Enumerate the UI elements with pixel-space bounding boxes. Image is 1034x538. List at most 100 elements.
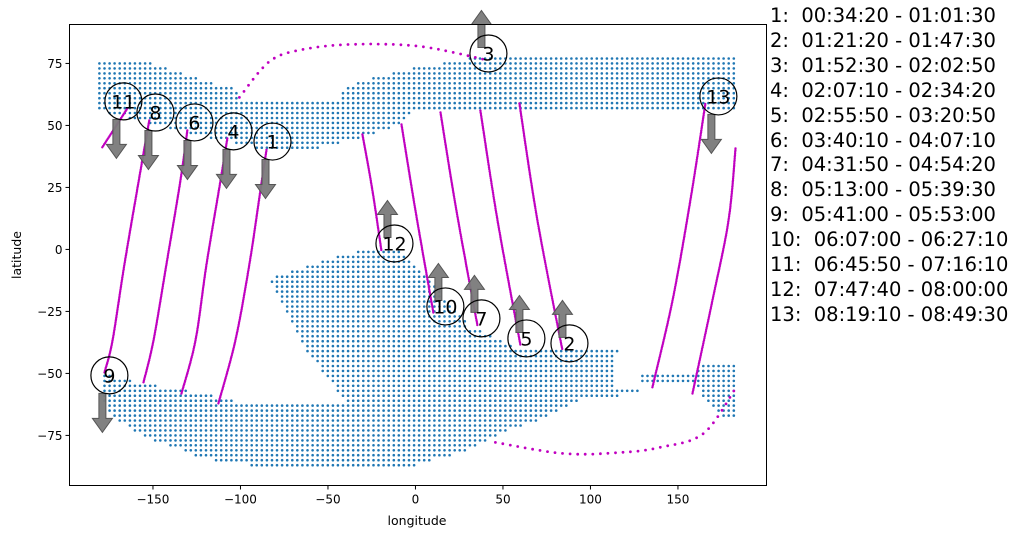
grid-point: [133, 106, 137, 110]
grid-point: [362, 344, 365, 348]
grid-point: [722, 389, 725, 393]
grid-point: [311, 404, 314, 407]
grid-point: [488, 364, 492, 368]
grid-point: [417, 280, 421, 284]
grid-point: [397, 270, 401, 274]
grid-point: [727, 364, 730, 368]
grid-point: [377, 285, 380, 288]
grid-point: [260, 141, 264, 145]
grid-point: [255, 458, 258, 462]
grid-point: [483, 419, 487, 422]
grid-point: [219, 453, 223, 457]
grid-point: [433, 364, 436, 368]
grid-point: [270, 409, 274, 412]
grid-point: [605, 349, 609, 353]
grid-point: [346, 414, 350, 417]
grid-point: [412, 384, 416, 388]
grid-point: [422, 334, 426, 338]
grid-point: [570, 62, 573, 65]
grid-point: [301, 330, 304, 333]
grid-point: [285, 141, 289, 145]
grid-point: [402, 399, 406, 403]
grid-point: [519, 419, 522, 422]
grid-point: [438, 364, 441, 368]
grid-point: [331, 260, 335, 264]
grid-point: [554, 384, 558, 388]
grid-point: [549, 86, 553, 90]
grid-point: [407, 91, 411, 95]
grid-point: [362, 444, 365, 447]
grid-point: [356, 310, 360, 313]
grid-point: [351, 101, 355, 105]
grid-point: [504, 77, 507, 80]
grid-point: [336, 270, 340, 274]
grid-point: [291, 146, 294, 149]
track-point: [446, 156, 449, 159]
track-point: [542, 252, 545, 255]
grid-point: [230, 434, 233, 437]
grid-point: [514, 91, 517, 95]
grid-point: [280, 404, 284, 407]
grid-point: [199, 439, 203, 442]
grid-point: [301, 404, 304, 407]
grid-point: [412, 305, 416, 308]
grid-point: [194, 82, 198, 85]
grid-point: [209, 136, 213, 140]
grid-point: [351, 96, 355, 100]
grid-point: [270, 463, 274, 467]
grid-point: [240, 449, 243, 452]
track-point: [186, 129, 189, 132]
grid-point: [204, 116, 208, 120]
grid-point: [351, 121, 355, 125]
grid-point: [499, 106, 502, 110]
grid-point: [397, 364, 401, 368]
grid-point: [311, 290, 314, 293]
grid-point: [509, 349, 512, 353]
grid-point: [559, 67, 563, 70]
grid-point: [534, 82, 538, 85]
grid-point: [407, 260, 411, 264]
grid-point: [488, 399, 492, 403]
grid-point: [159, 419, 162, 422]
grid-point: [260, 121, 264, 125]
grid-point: [362, 364, 365, 368]
grid-point: [230, 444, 233, 447]
track-point: [256, 72, 260, 75]
grid-point: [204, 439, 208, 442]
grid-point: [494, 434, 497, 437]
track-point: [488, 173, 492, 176]
grid-point: [285, 310, 289, 313]
grid-point: [686, 72, 690, 75]
grid-point: [230, 126, 233, 130]
grid-point: [351, 325, 355, 328]
grid-point: [346, 265, 350, 269]
grid-point: [372, 379, 375, 383]
grid-point: [260, 424, 264, 427]
grid-point: [428, 429, 431, 432]
grid-point: [214, 404, 218, 407]
grid-point: [392, 429, 396, 432]
grid-point: [148, 434, 152, 437]
grid-point: [504, 82, 507, 85]
grid-point: [174, 429, 177, 432]
grid-point: [422, 384, 426, 388]
grid-point: [529, 369, 533, 373]
track-point: [541, 247, 544, 250]
grid-point: [316, 419, 319, 422]
grid-point: [712, 62, 715, 65]
grid-point: [209, 419, 213, 422]
grid-point: [417, 330, 421, 333]
grid-point: [661, 374, 664, 378]
grid-point: [230, 106, 233, 110]
grid-point: [483, 429, 487, 432]
grid-point: [549, 62, 553, 65]
grid-point: [422, 453, 426, 457]
grid-point: [458, 429, 462, 432]
grid-point: [128, 111, 132, 115]
grid-point: [666, 96, 670, 100]
grid-point: [280, 434, 284, 437]
grid-point: [448, 354, 451, 358]
grid-point: [590, 96, 593, 100]
grid-point: [296, 141, 299, 145]
grid-point: [245, 404, 248, 407]
